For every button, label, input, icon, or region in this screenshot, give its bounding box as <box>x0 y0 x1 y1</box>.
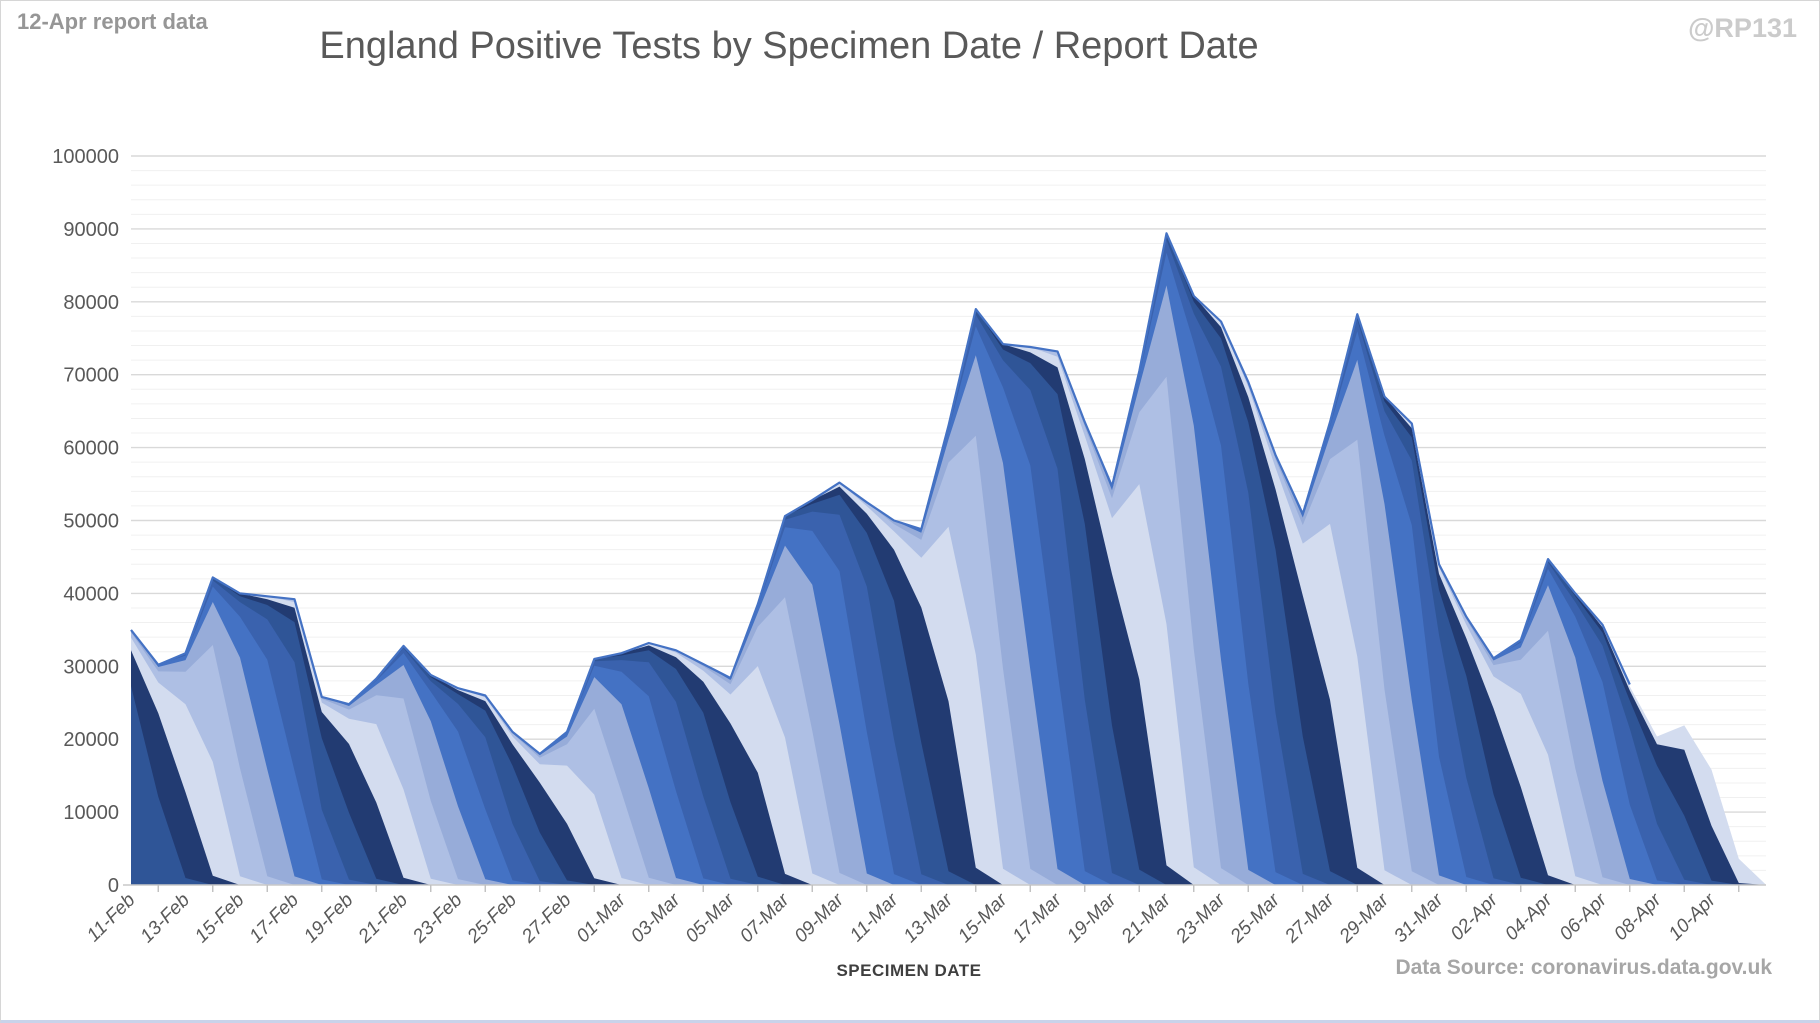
x-axis-label: 17-Feb <box>246 890 303 947</box>
x-axis-label: 06-Apr <box>1556 889 1612 945</box>
x-axis-label: 27-Mar <box>1280 889 1339 948</box>
y-axis-label: 90000 <box>63 219 119 241</box>
y-axis-label: 40000 <box>63 583 119 605</box>
x-axis-label: 11-Mar <box>846 889 903 946</box>
y-axis-label: 60000 <box>63 438 119 460</box>
x-axis-label: 19-Mar <box>1063 889 1121 947</box>
x-axis-label: 01-Mar <box>573 889 631 947</box>
x-axis-label: 27-Feb <box>517 890 575 948</box>
x-axis-label: 17-Mar <box>1009 889 1067 947</box>
y-axis-label: 20000 <box>63 729 119 751</box>
x-axis-label: 31-Mar <box>1390 889 1448 947</box>
x-axis-title: SPECIMEN DATE <box>836 961 982 980</box>
report-area-13-Feb <box>131 686 213 885</box>
x-axis-label: 08-Apr <box>1610 889 1666 945</box>
x-axis-label: 11-Feb <box>83 890 139 946</box>
x-axis-label: 09-Mar <box>791 889 849 947</box>
x-axis-label: 02-Apr <box>1447 889 1503 945</box>
y-axis-label: 10000 <box>63 802 119 824</box>
x-axis-label: 13-Mar <box>900 889 958 947</box>
page-title: England Positive Tests by Specimen Date … <box>319 25 1259 67</box>
data-source-note: Data Source: coronavirus.data.gov.uk <box>1395 956 1772 979</box>
x-axis-label: 15-Mar <box>954 889 1012 947</box>
x-axis-label: 21-Feb <box>354 890 412 948</box>
x-axis-label: 29-Mar <box>1335 889 1394 948</box>
x-axis-label: 15-Feb <box>191 890 248 947</box>
y-axis-label: 80000 <box>63 292 119 314</box>
y-axis-label: 100000 <box>52 146 119 168</box>
x-axis-label: 19-Feb <box>300 890 357 947</box>
y-axis-label: 50000 <box>63 511 119 533</box>
x-axis-label: 23-Feb <box>408 890 466 948</box>
x-axis-label: 05-Mar <box>682 889 740 947</box>
x-axis-label: 25-Mar <box>1226 889 1285 948</box>
x-axis-label: 13-Feb <box>137 890 194 947</box>
x-axis-label: 04-Apr <box>1501 889 1557 945</box>
x-axis-label: 25-Feb <box>463 890 521 948</box>
y-axis-label: 30000 <box>63 656 119 678</box>
x-axis-label: 23-Mar <box>1171 889 1230 948</box>
report-note: 12-Apr report data <box>17 9 208 34</box>
x-axis-label: 10-Apr <box>1665 889 1721 945</box>
x-axis-label: 07-Mar <box>736 889 794 947</box>
y-axis-label: 0 <box>108 875 119 897</box>
x-axis-label: 03-Mar <box>627 889 685 947</box>
x-axis-label: 21-Mar <box>1117 889 1176 948</box>
author-handle: @RP131 <box>1688 13 1797 43</box>
y-axis-label: 70000 <box>63 365 119 387</box>
envelope-line <box>130 232 1631 755</box>
